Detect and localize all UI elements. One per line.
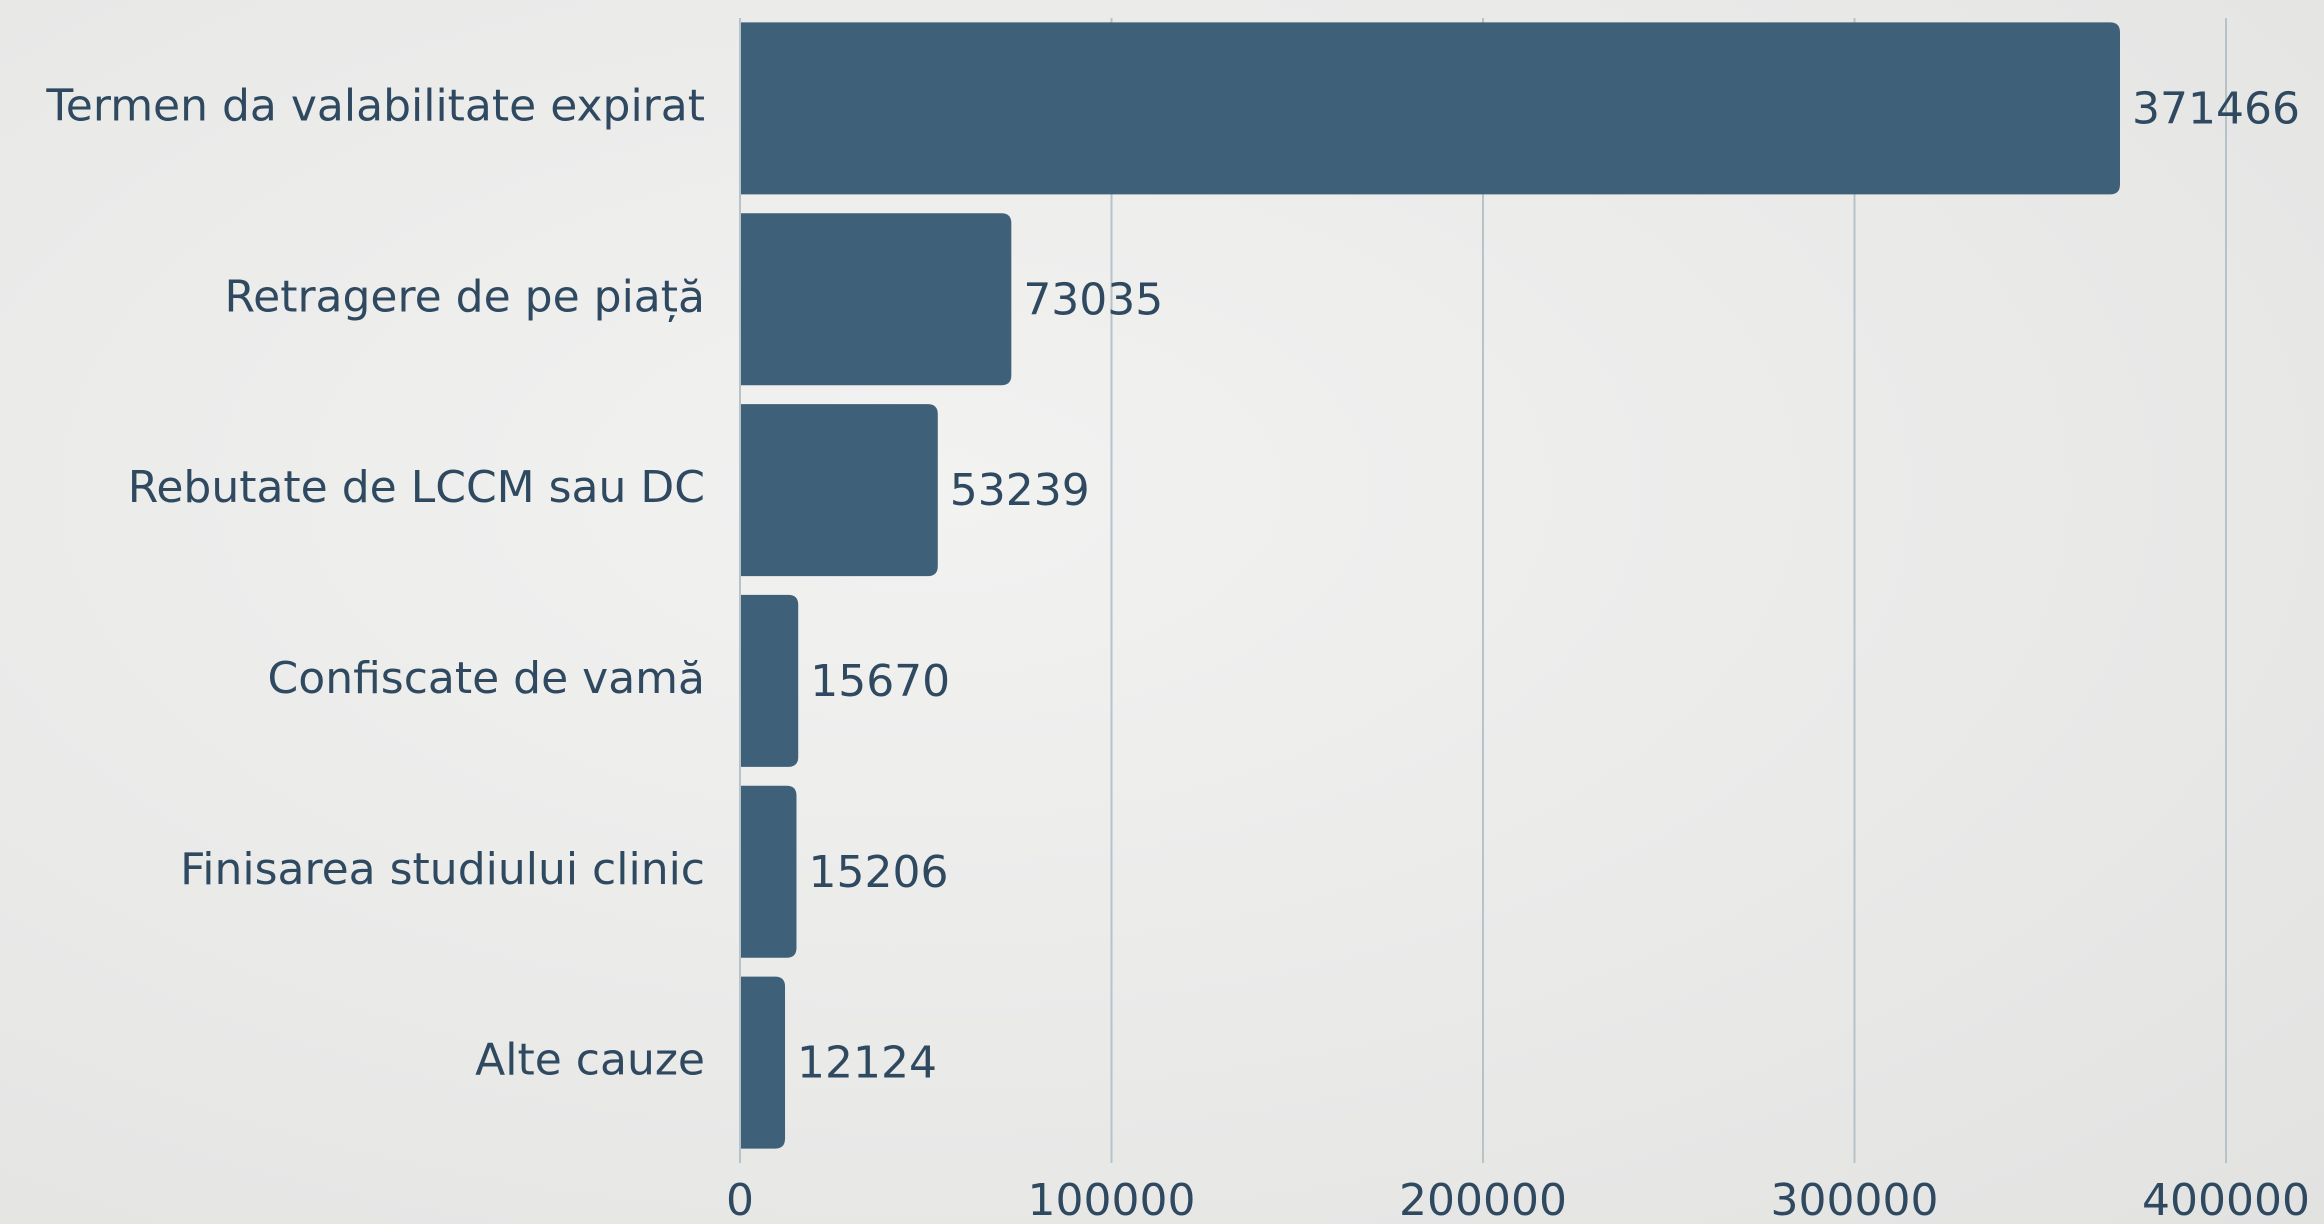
y-tick-label: Retragere de pe piață [225,271,705,322]
x-tick-label: 100000 [1028,1175,1196,1224]
y-tick-label: Alte cauze [475,1035,705,1086]
bar [740,213,1012,386]
x-tick-label: 0 [726,1175,754,1224]
x-tick-label: 400000 [2142,1175,2310,1224]
bar [740,22,2120,195]
value-label: 15670 [810,656,950,707]
value-label: 53239 [950,465,1090,516]
x-tick-label: 200000 [1399,1175,1567,1224]
y-tick-label: Confiscate de vamă [268,653,705,704]
value-label: 371466 [2132,83,2300,134]
value-label: 73035 [1023,274,1163,325]
value-label: 15206 [808,847,948,898]
bar [740,594,799,767]
y-tick-label: Finisarea studiului clinic [180,844,705,895]
bar [740,976,786,1149]
x-tick-label: 300000 [1771,1175,1939,1224]
y-tick-label: Rebutate de LCCM sau DC [128,462,705,513]
bar [740,785,797,958]
y-tick-label: Termen da valabilitate expirat [45,80,705,131]
bar [740,404,938,577]
value-label: 12124 [797,1038,937,1089]
